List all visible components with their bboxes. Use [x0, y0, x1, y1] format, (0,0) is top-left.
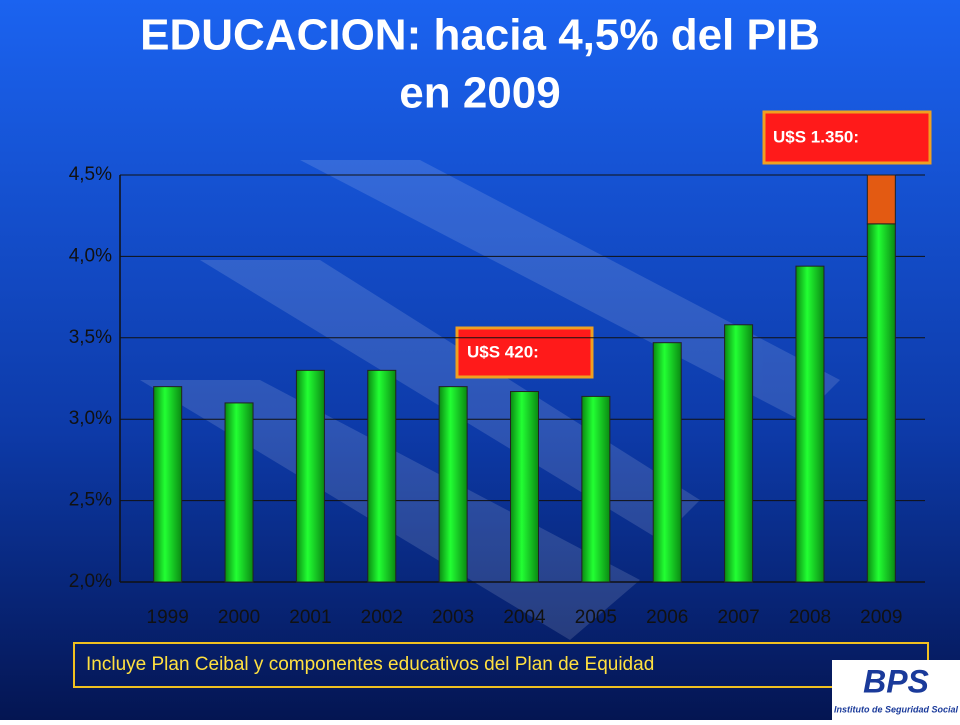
logo-bg: [832, 660, 960, 720]
note: Incluye Plan Ceibal y componentes educat…: [86, 654, 654, 675]
chart-title: en 2009: [399, 69, 560, 118]
x-tick-label: 2009: [860, 607, 902, 628]
x-tick-label: 2007: [717, 607, 759, 628]
y-tick-label: 4,0%: [69, 245, 112, 266]
logo-subtitle: Instituto de Seguridad Social: [834, 704, 959, 714]
annotation-box: [762, 110, 932, 165]
x-tick-label: 2003: [432, 607, 474, 628]
bar: [510, 391, 539, 583]
y-tick-label: 3,5%: [69, 327, 112, 348]
y-tick-label: 2,0%: [69, 571, 112, 592]
annotation: U$S 1.350:: [773, 127, 859, 146]
x-tick-label: 2005: [575, 607, 617, 628]
y-tick-label: 3,0%: [69, 408, 112, 429]
bar: [795, 265, 825, 583]
bar: [295, 369, 325, 583]
bar: [224, 402, 254, 583]
logo-text: BPS: [863, 663, 929, 699]
bar: [581, 395, 611, 583]
x-tick-label: 2000: [218, 607, 260, 628]
bar: [866, 174, 896, 225]
bar: [652, 342, 682, 583]
bar: [866, 223, 896, 583]
annotation-box: [455, 326, 594, 379]
x-tick-label: 2008: [789, 607, 831, 628]
x-tick-label: 2004: [503, 607, 546, 628]
bar: [153, 386, 183, 583]
y-tick-label: 4,5%: [69, 164, 112, 185]
bar: [724, 324, 754, 583]
bar: [367, 369, 397, 583]
chart-title: EDUCACION: hacia 4,5% del PIB: [140, 11, 820, 60]
x-tick-label: 1999: [147, 607, 189, 628]
y-tick-label: 2,5%: [69, 490, 112, 511]
bar: [438, 386, 468, 583]
x-tick-label: 2002: [361, 607, 403, 628]
annotation: U$S 420:: [467, 342, 539, 361]
x-tick-label: 2001: [289, 607, 331, 628]
x-tick-label: 2006: [646, 607, 688, 628]
